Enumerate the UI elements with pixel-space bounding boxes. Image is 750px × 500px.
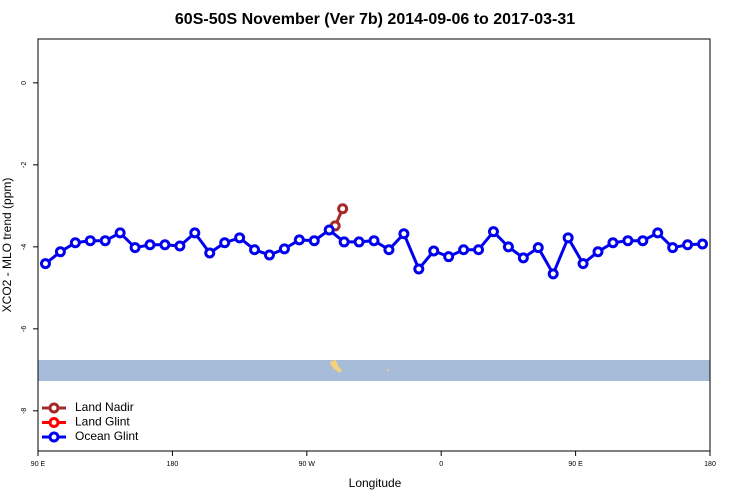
data-point [607,237,619,249]
data-point [308,235,320,247]
x-axis-label: Longitude [349,476,402,490]
legend-marker [48,431,60,443]
data-point [637,235,649,247]
data-point [353,236,365,248]
data-point [338,236,350,248]
data-point [129,242,141,254]
y-tick-label: 0 [21,81,28,85]
data-point [249,244,261,256]
data-point [39,258,51,270]
x-tick-label: 180 [167,461,179,468]
y-tick-label: -6 [21,326,28,332]
data-point [144,239,156,251]
data-point [413,263,425,275]
data-point [562,232,574,244]
data-point [263,249,275,261]
map-strip [38,360,710,381]
data-point [383,244,395,256]
plot-frame [37,38,711,452]
data-point [234,232,246,244]
data-point [428,245,440,257]
data-point [278,243,290,255]
legend-marker [48,402,60,414]
data-point [577,258,589,270]
land-patch [330,360,342,373]
x-tick-label: 180 [704,461,716,468]
legend-label: Land Glint [75,415,130,429]
data-point [622,235,634,247]
data-point [69,237,81,249]
data-point [443,251,455,263]
legend-label: Land Nadir [75,400,134,414]
data-point [174,240,186,252]
data-point [682,239,694,251]
y-tick-label: -2 [21,162,28,168]
data-point [532,242,544,254]
land-patch [387,369,389,371]
y-axis-label: XCO2 - MLO trend (ppm) [0,178,14,313]
data-point [219,237,231,249]
data-point [204,247,216,259]
data-point [337,203,349,215]
data-point [547,268,559,280]
y-tick-label: -4 [21,244,28,250]
data-point [323,224,335,236]
data-point [368,235,380,247]
data-point [487,226,499,238]
legend-marker [48,417,60,428]
data-point [398,228,410,240]
x-tick-label: 90 E [31,461,46,468]
data-point [697,238,709,250]
x-tick-label: 90 E [568,461,583,468]
data-point [458,244,470,256]
data-point [189,227,201,239]
data-point [84,235,96,247]
data-point [592,246,604,258]
data-point [473,244,485,256]
data-point [517,252,529,264]
chart-title: 60S-50S November (Ver 7b) 2014-09-06 to … [175,11,575,28]
legend-label: Ocean Glint [75,429,139,443]
x-tick-label: 0 [439,461,443,468]
data-point [99,235,111,247]
x-tick-label: 90 W [299,461,316,468]
data-point [54,246,66,258]
data-point [652,227,664,239]
data-point [293,234,305,246]
data-point [159,239,171,251]
data-point [502,241,514,253]
data-point [114,227,126,239]
data-point [667,242,679,254]
y-tick-label: -8 [21,408,28,414]
